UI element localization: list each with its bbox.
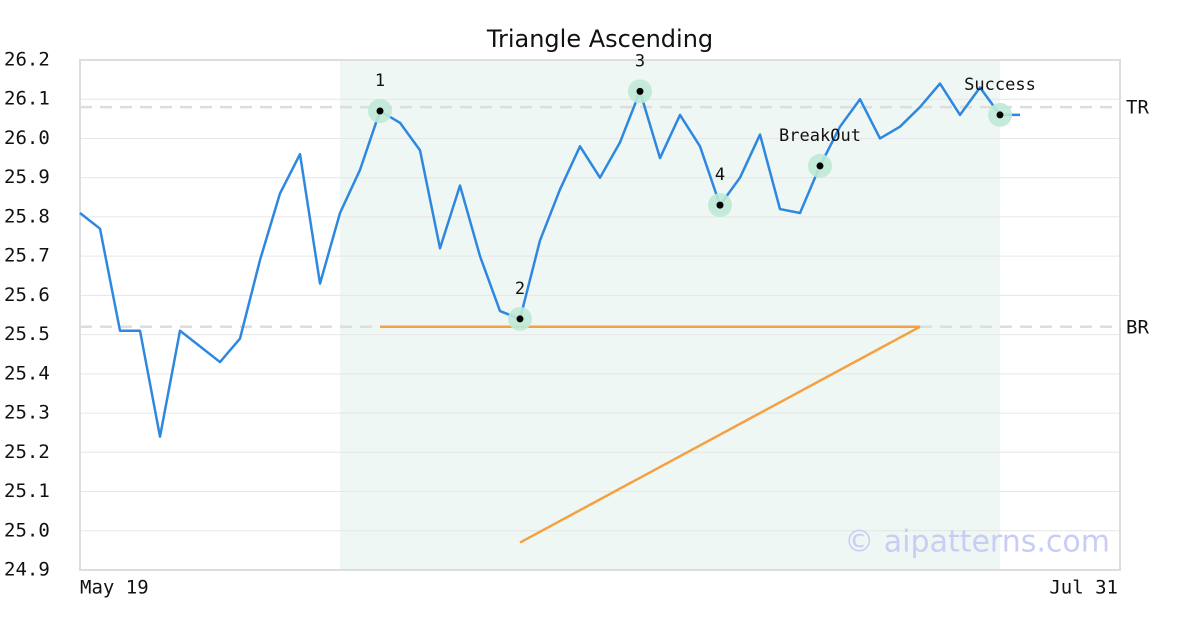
y-tick-label: 25.2 [4,441,50,463]
y-tick-label: 25.4 [4,362,50,384]
y-tick-label: 24.9 [4,559,50,581]
y-tick-label: 25.3 [4,402,50,424]
pattern-line [519,325,921,544]
marker-dot [996,111,1004,119]
y-tick-label: 26.2 [4,49,50,71]
watermark: © aipatterns.com [844,525,1110,560]
marker-label: 4 [715,165,725,185]
marker-label: 1 [375,71,385,91]
level-label: BR [1126,316,1149,338]
y-tick-label: 25.5 [4,323,50,345]
marker-label: Success [964,75,1036,95]
marker-label: BreakOut [779,126,861,146]
marker-label: 3 [635,51,645,71]
y-tick-label: 26.0 [4,127,50,149]
price-line [79,82,1020,438]
pattern-region [340,60,1000,570]
marker-dot [716,201,724,209]
plot-border [79,59,1121,571]
x-tick-label: May 19 [80,577,149,599]
x-tick-label: Jul 31 [1049,577,1118,599]
y-tick-label: 25.1 [4,480,50,502]
marker-dot [636,87,644,95]
y-tick-label: 25.8 [4,205,50,227]
marker-dot [376,107,384,115]
level-label: TR [1126,97,1149,119]
y-tick-label: 25.6 [4,284,50,306]
marker-dot [816,162,824,170]
y-tick-label: 25.0 [4,519,50,541]
y-tick-label: 26.1 [4,88,50,110]
chart-title: Triangle Ascending [486,25,713,53]
y-tick-label: 25.7 [4,245,50,267]
marker-label: 2 [515,279,525,299]
y-tick-label: 25.9 [4,166,50,188]
marker-dot [516,315,524,323]
